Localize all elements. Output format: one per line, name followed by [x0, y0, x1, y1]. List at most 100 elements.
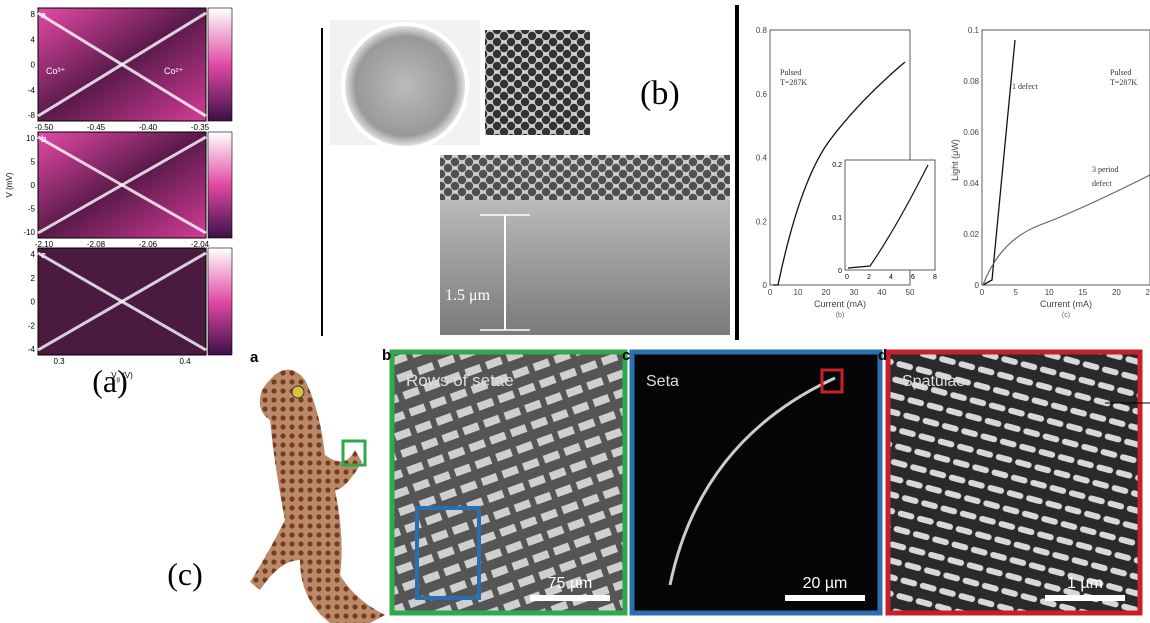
zoom-box: [415, 506, 481, 600]
y-tick-label: 2: [31, 274, 36, 283]
fiber-disc: [341, 22, 469, 150]
inset-x-tick: 2: [867, 274, 871, 281]
y-tick-label: 5: [31, 158, 36, 167]
y-tick-label: 0: [31, 61, 36, 70]
inset-y-tick: 0.1: [832, 215, 842, 222]
band: [37, 11, 207, 118]
y-tick-label: -8: [28, 111, 36, 120]
y-tick-label: 0: [31, 181, 36, 190]
annotation: T=287K: [780, 78, 807, 87]
x-tick-label: 5: [1013, 288, 1018, 297]
zoom-box: [820, 368, 844, 394]
scale-label: 20 µm: [803, 575, 848, 592]
gecko: [250, 369, 385, 623]
annotation: Pulsed: [780, 68, 801, 77]
seta: [668, 376, 836, 586]
y-tick-label: -5: [28, 205, 36, 214]
x-tick-label: 25: [1146, 288, 1150, 297]
x-tick-label: -0.50: [35, 123, 54, 132]
band: [37, 135, 207, 235]
inset-frame: [844, 159, 936, 271]
y-tick-label: -4: [28, 86, 36, 95]
scale-label: 1.5 μm: [445, 287, 491, 304]
curve: [982, 174, 1150, 286]
scale-label: 75 µm: [548, 575, 593, 592]
y-tick-label: 0: [763, 281, 768, 290]
x-tick-label: -2.08: [87, 240, 106, 249]
y-tick-label: 0.1: [968, 26, 980, 35]
panel-title: Seta: [646, 373, 679, 390]
y-axis-label: V (mV): [5, 172, 14, 197]
gecko-eye: [291, 385, 305, 399]
panel-letter: b: [382, 347, 391, 364]
x-tick-label: 50: [906, 288, 915, 297]
x-tick-label: 30: [850, 288, 859, 297]
caption: (c): [1062, 312, 1070, 319]
y-tick-label: 0.6: [756, 90, 768, 99]
x-tick-label: -0.40: [139, 123, 158, 132]
inset-y-tick: 0.2: [832, 162, 842, 169]
colorbar: [207, 7, 233, 122]
y-tick-label: 0.02: [963, 230, 979, 239]
figure-label: (b): [640, 75, 680, 112]
scale-bar: [530, 595, 610, 601]
y-tick-label: 4: [31, 35, 36, 44]
panel-letter: a: [250, 349, 259, 366]
x-tick-label: 10: [794, 288, 803, 297]
panel-letter: c: [41, 250, 46, 260]
x-tick-label: 15: [1078, 288, 1087, 297]
x-axis-label-part: V: [111, 371, 117, 380]
y-tick-label: 0.08: [963, 77, 979, 86]
figure-b: 1.5 μm (b): [321, 5, 739, 340]
x-tick-label: 0.3: [53, 357, 65, 366]
scale-bar: [785, 595, 865, 601]
x-axis-label: Current (mA): [1040, 299, 1092, 309]
cross-section-top: [440, 155, 730, 200]
inset-curve: [847, 164, 929, 269]
x-tick-label: 0: [768, 288, 773, 297]
x-tick-label: -2.10: [35, 240, 54, 249]
y-tick-label: 0: [975, 281, 980, 290]
panel-image: [629, 349, 883, 616]
zoom-box: [341, 439, 367, 467]
x-axis-label-part: g: [117, 377, 120, 383]
panel-letter: b: [41, 134, 47, 144]
x-axis-label: Current (mA): [814, 299, 866, 309]
y-tick-label: 0.8: [756, 26, 768, 35]
panel-title: Rows of setae: [406, 371, 514, 390]
plot-frame: [981, 29, 1150, 286]
inset-x-tick: 6: [911, 274, 915, 281]
x-tick-label: 10: [1045, 288, 1054, 297]
x-tick-label: 0: [980, 288, 985, 297]
figure-a: a8 4 0 -4 -8 -0.50 -0.45 -0.40 -0.35 Co³⁺ Co²⁺ b 10 5…: [5, 7, 233, 399]
band: [37, 251, 207, 352]
inset-x-tick: 4: [889, 274, 893, 281]
y-tick-label: 10: [26, 134, 35, 143]
x-tick-label: -2.06: [139, 240, 158, 249]
annotation: Pulsed: [1110, 68, 1131, 77]
curve-label: defect: [1092, 179, 1112, 188]
scale-bar: [1045, 595, 1125, 601]
scale-label: 1 µm: [1067, 575, 1103, 592]
y-tick-label: 0.4: [756, 154, 768, 163]
figure-label: (c): [167, 556, 203, 592]
annotation: T=287K: [1110, 78, 1137, 87]
x-tick-label: 0.4: [179, 357, 191, 366]
annotation: Co³⁺: [46, 66, 66, 76]
y-tick-label: 8: [31, 10, 36, 19]
y-tick-label: 4: [31, 250, 36, 259]
y-tick-label: 0: [31, 298, 36, 307]
curve: [982, 39, 1016, 286]
panel-letter: c: [622, 347, 630, 364]
annotation: Co²⁺: [164, 66, 184, 76]
x-tick-label: 40: [878, 288, 887, 297]
panel-letter: a: [41, 10, 47, 20]
colorbar: [207, 131, 233, 239]
y-tick-label: -2: [28, 321, 36, 330]
y-tick-label: -10: [23, 228, 35, 237]
x-tick-label: -2.04: [191, 240, 210, 249]
curve: [773, 61, 906, 286]
panel-image: [389, 349, 628, 616]
y-tick-label: 0.06: [963, 128, 979, 137]
